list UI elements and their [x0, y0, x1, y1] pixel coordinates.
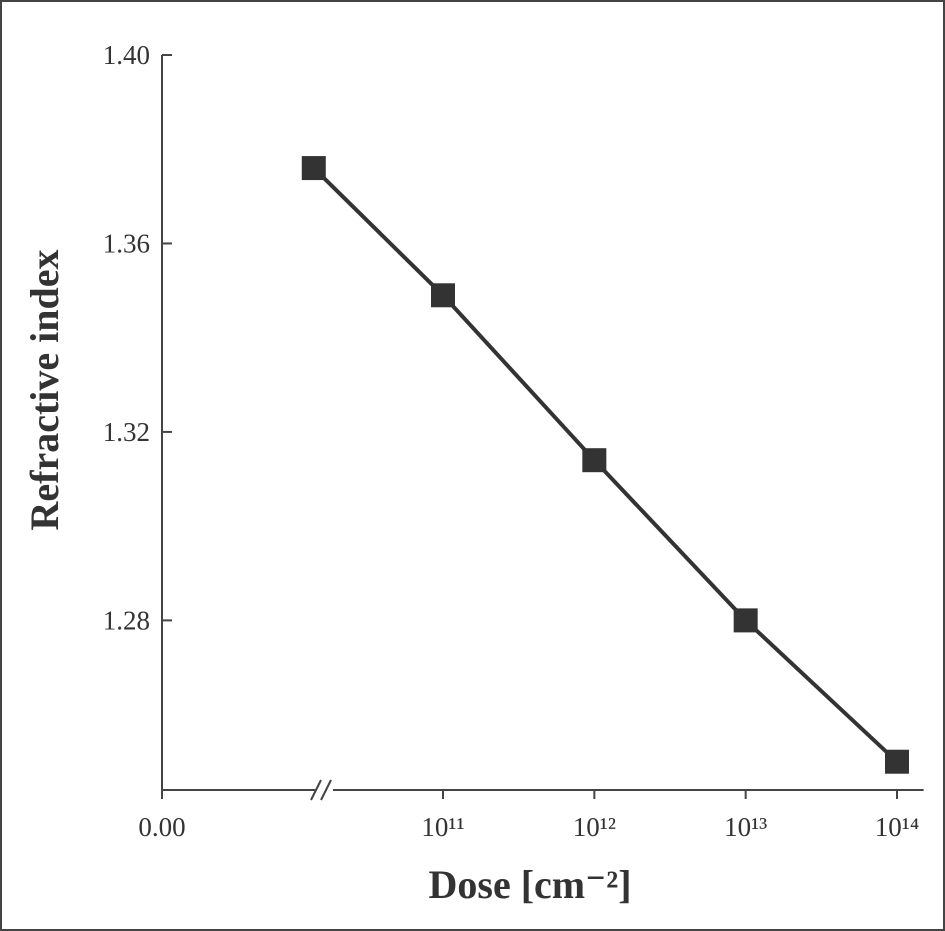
x-tick-label: 10¹²: [573, 812, 616, 842]
data-point: [733, 608, 758, 633]
axis-break: [320, 779, 332, 801]
y-axis-label: Refractive index: [22, 249, 67, 530]
y-tick-label: 1.40: [103, 40, 150, 70]
y-tick-label: 1.36: [103, 228, 150, 258]
x-tick-label: 0.00: [138, 812, 185, 842]
x-axis-label: Dose [cm⁻²]: [428, 862, 631, 907]
x-tick-label: 10¹¹: [421, 812, 464, 842]
x-tick-label: 10¹⁴: [875, 812, 920, 842]
data-point: [885, 749, 909, 774]
y-tick-label: 1.28: [103, 605, 150, 635]
x-tick-label: 10¹³: [724, 812, 767, 842]
data-point: [301, 156, 326, 181]
data-point: [431, 283, 455, 308]
axis-break: [310, 779, 322, 801]
data-point: [582, 448, 607, 473]
y-tick-label: 1.32: [103, 417, 150, 447]
